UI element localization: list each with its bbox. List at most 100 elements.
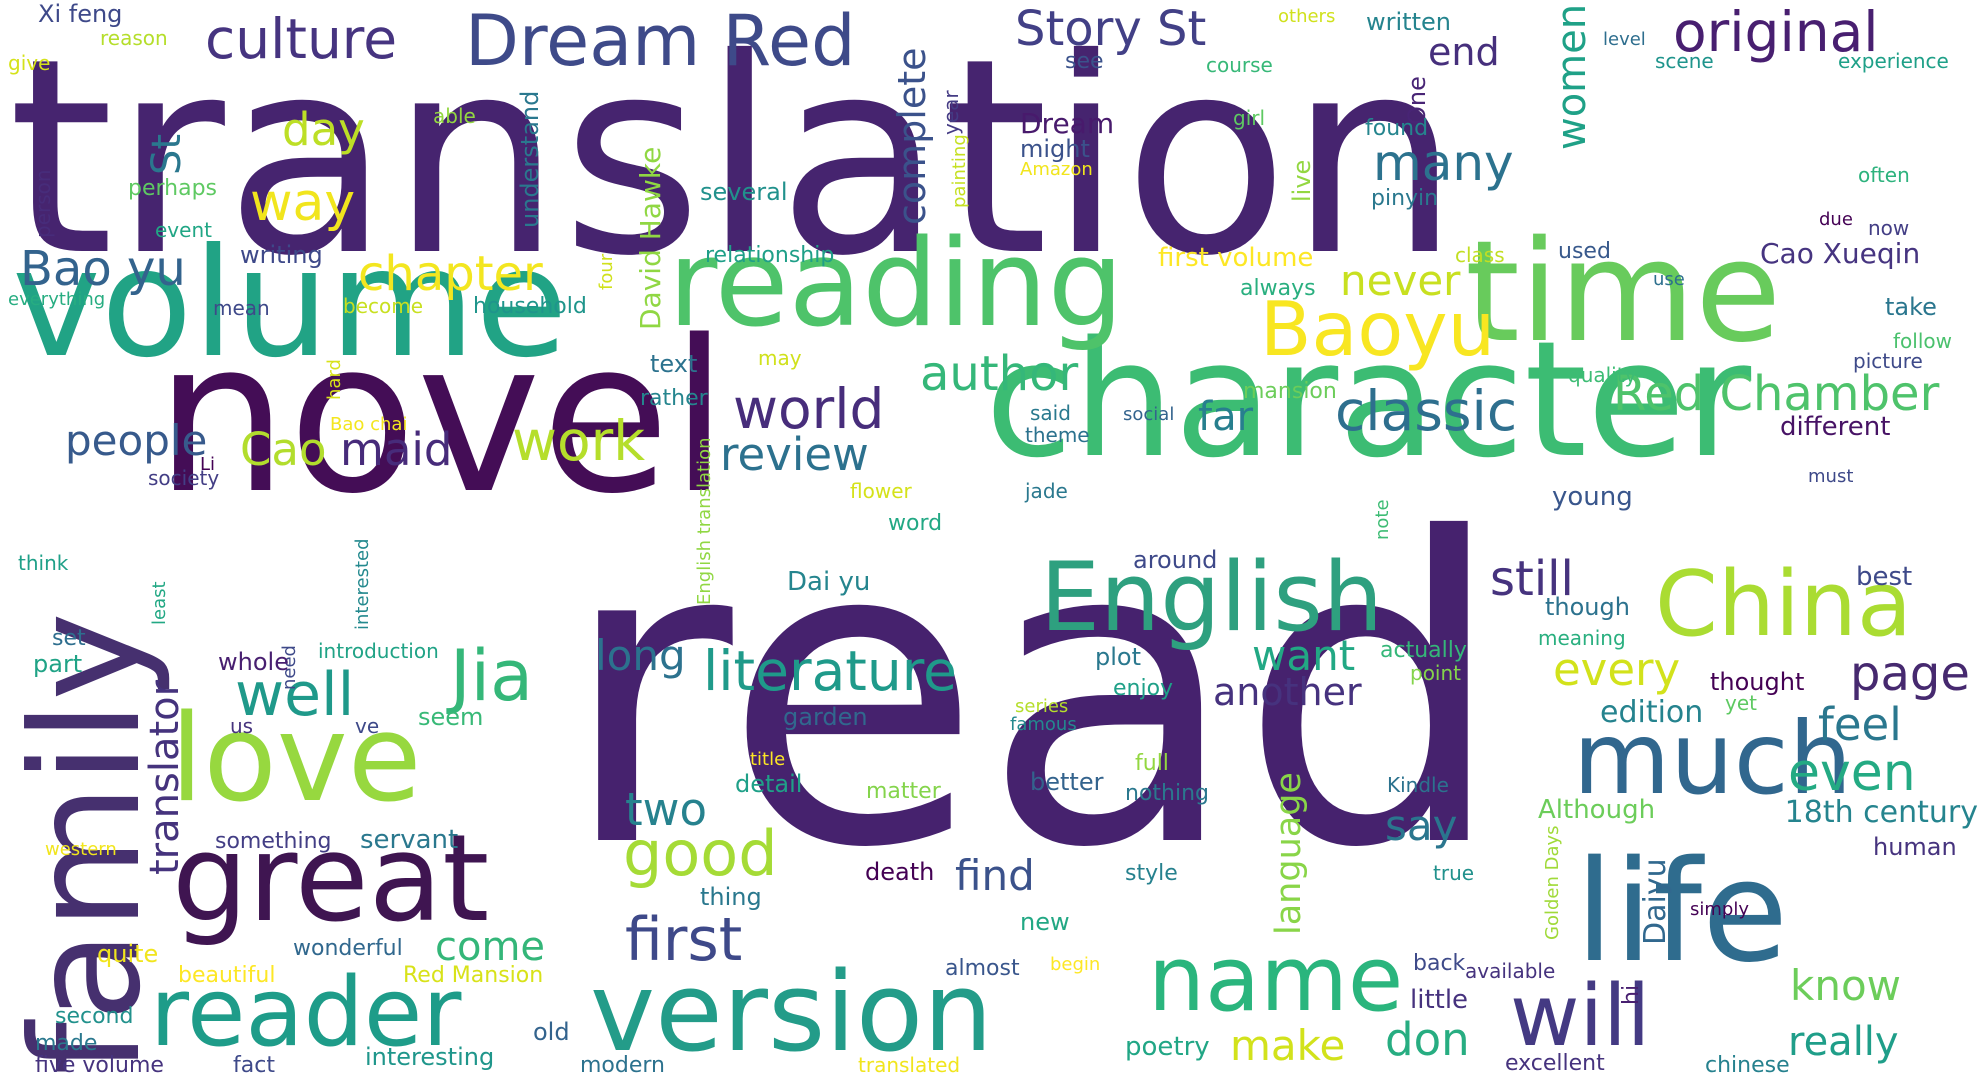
word-perhaps: perhaps [128, 176, 217, 201]
word-introduction: introduction [318, 639, 439, 663]
word-life: life [1575, 831, 1788, 994]
word-two: two [625, 783, 707, 836]
word-thing: thing [700, 883, 762, 911]
word-dream: Dream [1020, 107, 1114, 140]
word-everything: everything [8, 289, 105, 310]
word-understand: understand [516, 91, 544, 228]
word-one: One [1403, 76, 1431, 125]
word-note: note [1372, 499, 1393, 540]
word-event: event [155, 218, 212, 242]
word-first-volume: first volume [1158, 243, 1313, 273]
word-culture: culture [205, 7, 397, 71]
word-jade: jade [1024, 479, 1068, 503]
word-second: second [55, 1004, 133, 1029]
word-simply: simply [1690, 899, 1749, 920]
word-many: many [1373, 134, 1514, 192]
word-golden-days: Golden Days [1542, 825, 1563, 940]
word-maid: maid [340, 423, 452, 476]
word-quite: quite [97, 940, 158, 968]
word-ve: ve [355, 714, 379, 738]
word-garden: garden [783, 703, 868, 731]
word-read: read [560, 451, 1506, 940]
word-end: end [1428, 30, 1500, 74]
word-david-hawke: David Hawke [634, 147, 667, 330]
word-actually: actually [1380, 638, 1467, 663]
word-something: something [215, 829, 331, 854]
word-back: back [1413, 951, 1466, 976]
word-good: good [623, 817, 778, 890]
word-cao: Cao [240, 423, 327, 476]
word-become: become [343, 294, 423, 318]
word-dream-red: Dream Red [465, 0, 856, 82]
word-will: will [1510, 967, 1650, 1066]
word-interested: interested [352, 538, 373, 630]
word-excellent: excellent [1505, 1051, 1605, 1076]
word-several: several [700, 178, 787, 206]
word-translated: translated [858, 1053, 960, 1077]
word-part: part [33, 650, 82, 678]
word-new: new [1020, 908, 1070, 936]
word-novel: novel [155, 295, 728, 540]
word-know: know [1790, 961, 1901, 1010]
word-rather: rather [640, 386, 709, 411]
word-full: full [1135, 751, 1169, 776]
word-family: family [0, 612, 174, 1075]
word-take: take [1885, 293, 1937, 321]
word-painting: painting [949, 134, 970, 208]
word-begin: begin [1050, 954, 1100, 975]
word-scene: scene [1655, 49, 1714, 73]
word-work: work [512, 409, 645, 473]
word-almost: almost [945, 956, 1020, 981]
word-chinese: chinese [1705, 1053, 1790, 1078]
word-reading: reading [668, 215, 1124, 354]
word-different: different [1780, 412, 1890, 442]
word-daiyu: Daiyu [1638, 858, 1673, 945]
word-death: death [865, 858, 934, 886]
word-follow: follow [1893, 329, 1952, 353]
word-course: course [1206, 53, 1273, 77]
word-yet: yet [1725, 691, 1757, 715]
word-way: way [250, 173, 355, 233]
word-volume: volume [12, 217, 568, 391]
word-meaning: meaning [1538, 626, 1626, 650]
word-theme: theme [1025, 423, 1090, 447]
word-never: never [1340, 256, 1461, 305]
word-often: often [1858, 163, 1910, 187]
word-used: used [1558, 239, 1611, 264]
word-see: see [1065, 49, 1104, 74]
word-red-chamber: Red Chamber [1613, 366, 1940, 422]
word-five-volume: five volume [35, 1053, 164, 1078]
word-baoyu: Baoyu [1260, 285, 1495, 373]
word-give: give [8, 51, 50, 75]
word-hi: hi [1619, 985, 1644, 1005]
word-much: much [1573, 700, 1852, 817]
word-text: text [650, 350, 697, 378]
word-amazon: Amazon [1020, 159, 1093, 180]
word-enjoy: enjoy [1113, 676, 1173, 701]
word-translation: translation [8, 0, 1460, 315]
word-best: best [1856, 562, 1912, 592]
word-long: long [595, 631, 686, 680]
word-written: written [1366, 8, 1451, 36]
word-point: point [1410, 661, 1461, 685]
word-quality: quality [1568, 363, 1637, 387]
word-mansion: mansion [1243, 379, 1337, 404]
word-old: old [533, 1018, 570, 1046]
word-pinyin: pinyin [1371, 186, 1438, 211]
word-people: people [65, 416, 207, 465]
word-modern: modern [580, 1053, 665, 1078]
word-bao-yu: Bao yu [20, 241, 186, 297]
word-china: China [1655, 552, 1912, 657]
word-love: love [170, 690, 422, 829]
word-class: class [1455, 243, 1505, 267]
word-still: still [1490, 551, 1574, 607]
word-great: great [172, 810, 489, 949]
word-famous: famous [1010, 714, 1077, 735]
word-now: now [1868, 216, 1909, 240]
word-well: well [235, 660, 354, 730]
word-us: us [230, 714, 253, 738]
word-matter: matter [866, 779, 942, 804]
word-think: think [18, 551, 69, 575]
word-red-mansion: Red Mansion [403, 963, 543, 988]
